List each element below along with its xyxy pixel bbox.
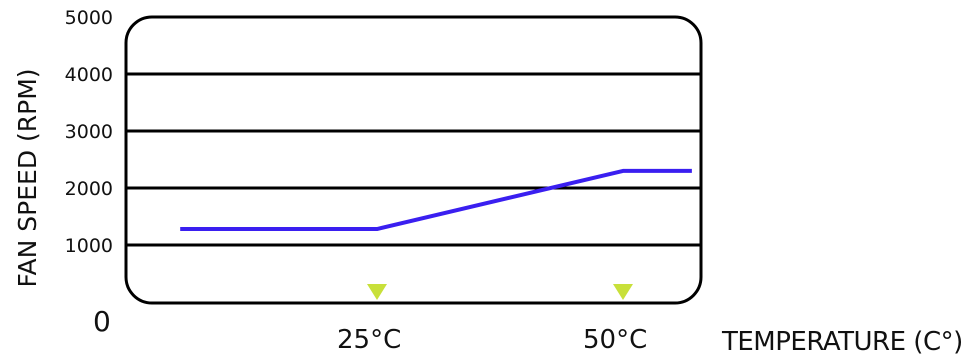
- y-tick-label-4000: 4000: [65, 64, 113, 86]
- marker-triangle-50: [613, 284, 633, 300]
- y-tick-label-5000: 5000: [65, 7, 113, 29]
- series-group: [180, 168, 692, 232]
- x-tick-label-25: 25°C: [337, 325, 401, 355]
- y-tick-labels: 1000 2000 3000 4000 5000: [65, 7, 113, 257]
- gridlines: [126, 72, 701, 247]
- plot-frame: [124, 15, 703, 305]
- x-tick-label-50: 50°C: [583, 325, 647, 355]
- marker-triangle-25: [367, 284, 387, 300]
- x-axis-label: TEMPERATURE (C°): [721, 327, 963, 356]
- temperature-markers: 25°C 50°C: [337, 284, 647, 355]
- y-tick-label-1000: 1000: [65, 235, 113, 257]
- y-origin-label: 0: [93, 305, 111, 338]
- y-tick-label-3000: 3000: [65, 121, 113, 143]
- series-line-0: [180, 168, 692, 232]
- y-tick-label-2000: 2000: [65, 178, 113, 200]
- y-axis-label: FAN SPEED (RPM): [13, 68, 42, 287]
